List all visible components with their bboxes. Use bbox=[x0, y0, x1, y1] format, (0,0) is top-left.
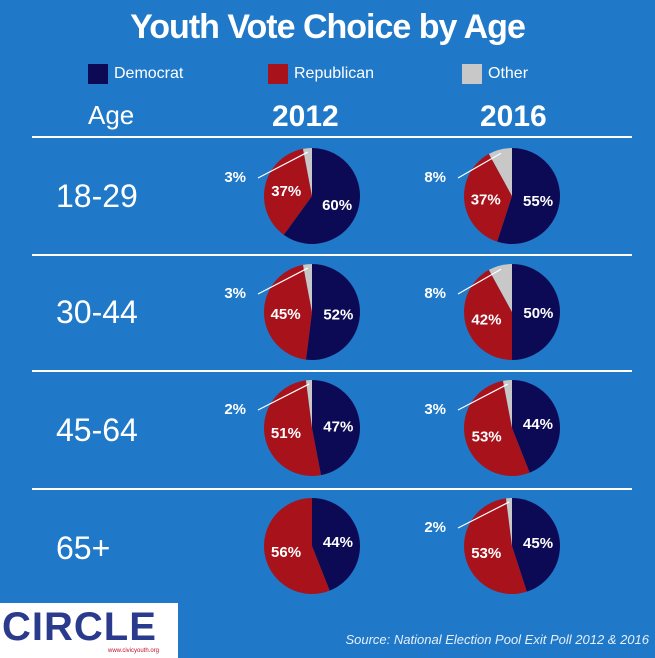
pie-label-republican-45-64-2016: 53% bbox=[472, 428, 502, 445]
pie-label-other-45-64-2016: 3% bbox=[424, 401, 446, 418]
pie-label-republican-30-44-2016: 42% bbox=[471, 312, 501, 329]
legend-label-democrat: Democrat bbox=[114, 65, 184, 82]
pie-label-other-30-44-2016: 8% bbox=[424, 285, 446, 302]
pie-slice-democrat-45-64-2016 bbox=[512, 380, 560, 473]
pie-slice-other-18-29-2012 bbox=[303, 148, 312, 196]
pie-slice-republican-18-29-2016 bbox=[464, 153, 512, 242]
pie-slice-republican-18-29-2012 bbox=[264, 148, 312, 235]
legend-republican: Republican bbox=[268, 64, 374, 84]
age-label-65-plus: 65+ bbox=[56, 530, 111, 566]
pie-slice-other-45-64-2012 bbox=[305, 380, 312, 428]
legend-democrat: Democrat bbox=[88, 64, 183, 84]
leader-line-other-65+-2016 bbox=[457, 501, 510, 529]
age-label-30-44: 30-44 bbox=[56, 294, 138, 330]
pie-slice-republican-45-64-2016 bbox=[464, 380, 530, 476]
row-divider bbox=[32, 370, 632, 372]
legend-label-republican: Republican bbox=[294, 65, 375, 82]
pie-slice-democrat-18-29-2012 bbox=[283, 148, 361, 244]
pie-slice-republican-65+-2012 bbox=[264, 498, 330, 594]
pie-slice-democrat-18-29-2016 bbox=[497, 148, 561, 244]
leader-line-other-45-64-2016 bbox=[457, 383, 509, 411]
year-header-2016: 2016 bbox=[480, 100, 547, 133]
pie-label-other-45-64-2012: 2% bbox=[224, 401, 246, 418]
legend-swatch-other bbox=[462, 64, 482, 84]
pie-label-republican-30-44-2012: 45% bbox=[271, 306, 301, 323]
pie-label-other-65+-2016: 2% bbox=[424, 519, 446, 536]
pie-label-republican-65+-2016: 53% bbox=[471, 545, 501, 562]
pie-slice-democrat-65+-2012 bbox=[312, 498, 361, 591]
pie-label-other-30-44-2012: 3% bbox=[224, 285, 246, 302]
pie-slice-republican-65+-2016 bbox=[463, 498, 527, 595]
pie-slice-other-30-44-2012 bbox=[303, 264, 312, 312]
pie-slice-other-45-64-2016 bbox=[503, 380, 512, 428]
pie-label-other-18-29-2012: 3% bbox=[224, 169, 246, 186]
row-divider bbox=[32, 488, 632, 490]
legend-swatch-democrat bbox=[88, 64, 108, 84]
pie-label-republican-45-64-2012: 51% bbox=[271, 425, 301, 442]
age-column-header: Age bbox=[88, 100, 135, 130]
pie-label-other-18-29-2016: 8% bbox=[424, 169, 446, 186]
pie-slice-republican-45-64-2012 bbox=[263, 380, 321, 476]
leader-line-other-45-64-2012 bbox=[257, 383, 310, 411]
pie-label-democrat-45-64-2016: 44% bbox=[523, 416, 553, 433]
pie-slice-democrat-30-44-2012 bbox=[305, 264, 361, 360]
pie-slice-democrat-65+-2016 bbox=[512, 498, 560, 592]
pie-slice-democrat-45-64-2012 bbox=[312, 380, 361, 476]
pie-label-democrat-65+-2016: 45% bbox=[523, 535, 553, 552]
pie-slice-democrat-30-44-2016 bbox=[512, 264, 560, 360]
year-header-2012: 2012 bbox=[272, 100, 339, 133]
pie-label-democrat-65+-2012: 44% bbox=[323, 534, 353, 551]
pie-label-democrat-45-64-2012: 47% bbox=[323, 419, 353, 436]
leader-line-other-18-29-2016 bbox=[457, 152, 502, 179]
pie-slice-republican-30-44-2012 bbox=[264, 264, 312, 360]
row-divider bbox=[32, 136, 632, 138]
pie-label-democrat-18-29-2012: 60% bbox=[322, 197, 352, 214]
chart-title: Youth Vote Choice by Age bbox=[130, 8, 526, 46]
pie-slice-other-18-29-2016 bbox=[488, 148, 512, 196]
pie-label-republican-18-29-2016: 37% bbox=[471, 191, 501, 208]
pie-label-democrat-30-44-2016: 50% bbox=[523, 305, 553, 322]
legend: Democrat Republican Other bbox=[0, 64, 655, 86]
pie-slice-other-65+-2016 bbox=[505, 498, 512, 546]
circle-logo: CIRCLE www.civicyouth.org bbox=[0, 603, 178, 658]
legend-other: Other bbox=[462, 64, 528, 84]
legend-swatch-republican bbox=[268, 64, 288, 84]
age-label-45-64: 45-64 bbox=[56, 412, 138, 448]
pie-slice-republican-30-44-2016 bbox=[464, 269, 512, 360]
age-label-18-29: 18-29 bbox=[56, 178, 138, 214]
logo-text: CIRCLE bbox=[2, 605, 157, 649]
pie-label-democrat-30-44-2012: 52% bbox=[323, 307, 353, 324]
pie-slice-other-30-44-2016 bbox=[488, 264, 512, 312]
row-divider bbox=[32, 254, 632, 256]
legend-label-other: Other bbox=[488, 65, 529, 82]
pie-label-democrat-18-29-2016: 55% bbox=[523, 193, 553, 210]
source-note: Source: National Election Pool Exit Poll… bbox=[345, 632, 649, 647]
leader-line-other-30-44-2016 bbox=[457, 268, 502, 295]
logo-url: www.civicyouth.org bbox=[108, 648, 160, 654]
pie-label-republican-65+-2012: 56% bbox=[271, 544, 301, 561]
leader-line-other-30-44-2012 bbox=[257, 267, 309, 295]
pie-label-republican-18-29-2012: 37% bbox=[271, 183, 301, 200]
leader-line-other-18-29-2012 bbox=[257, 151, 309, 179]
